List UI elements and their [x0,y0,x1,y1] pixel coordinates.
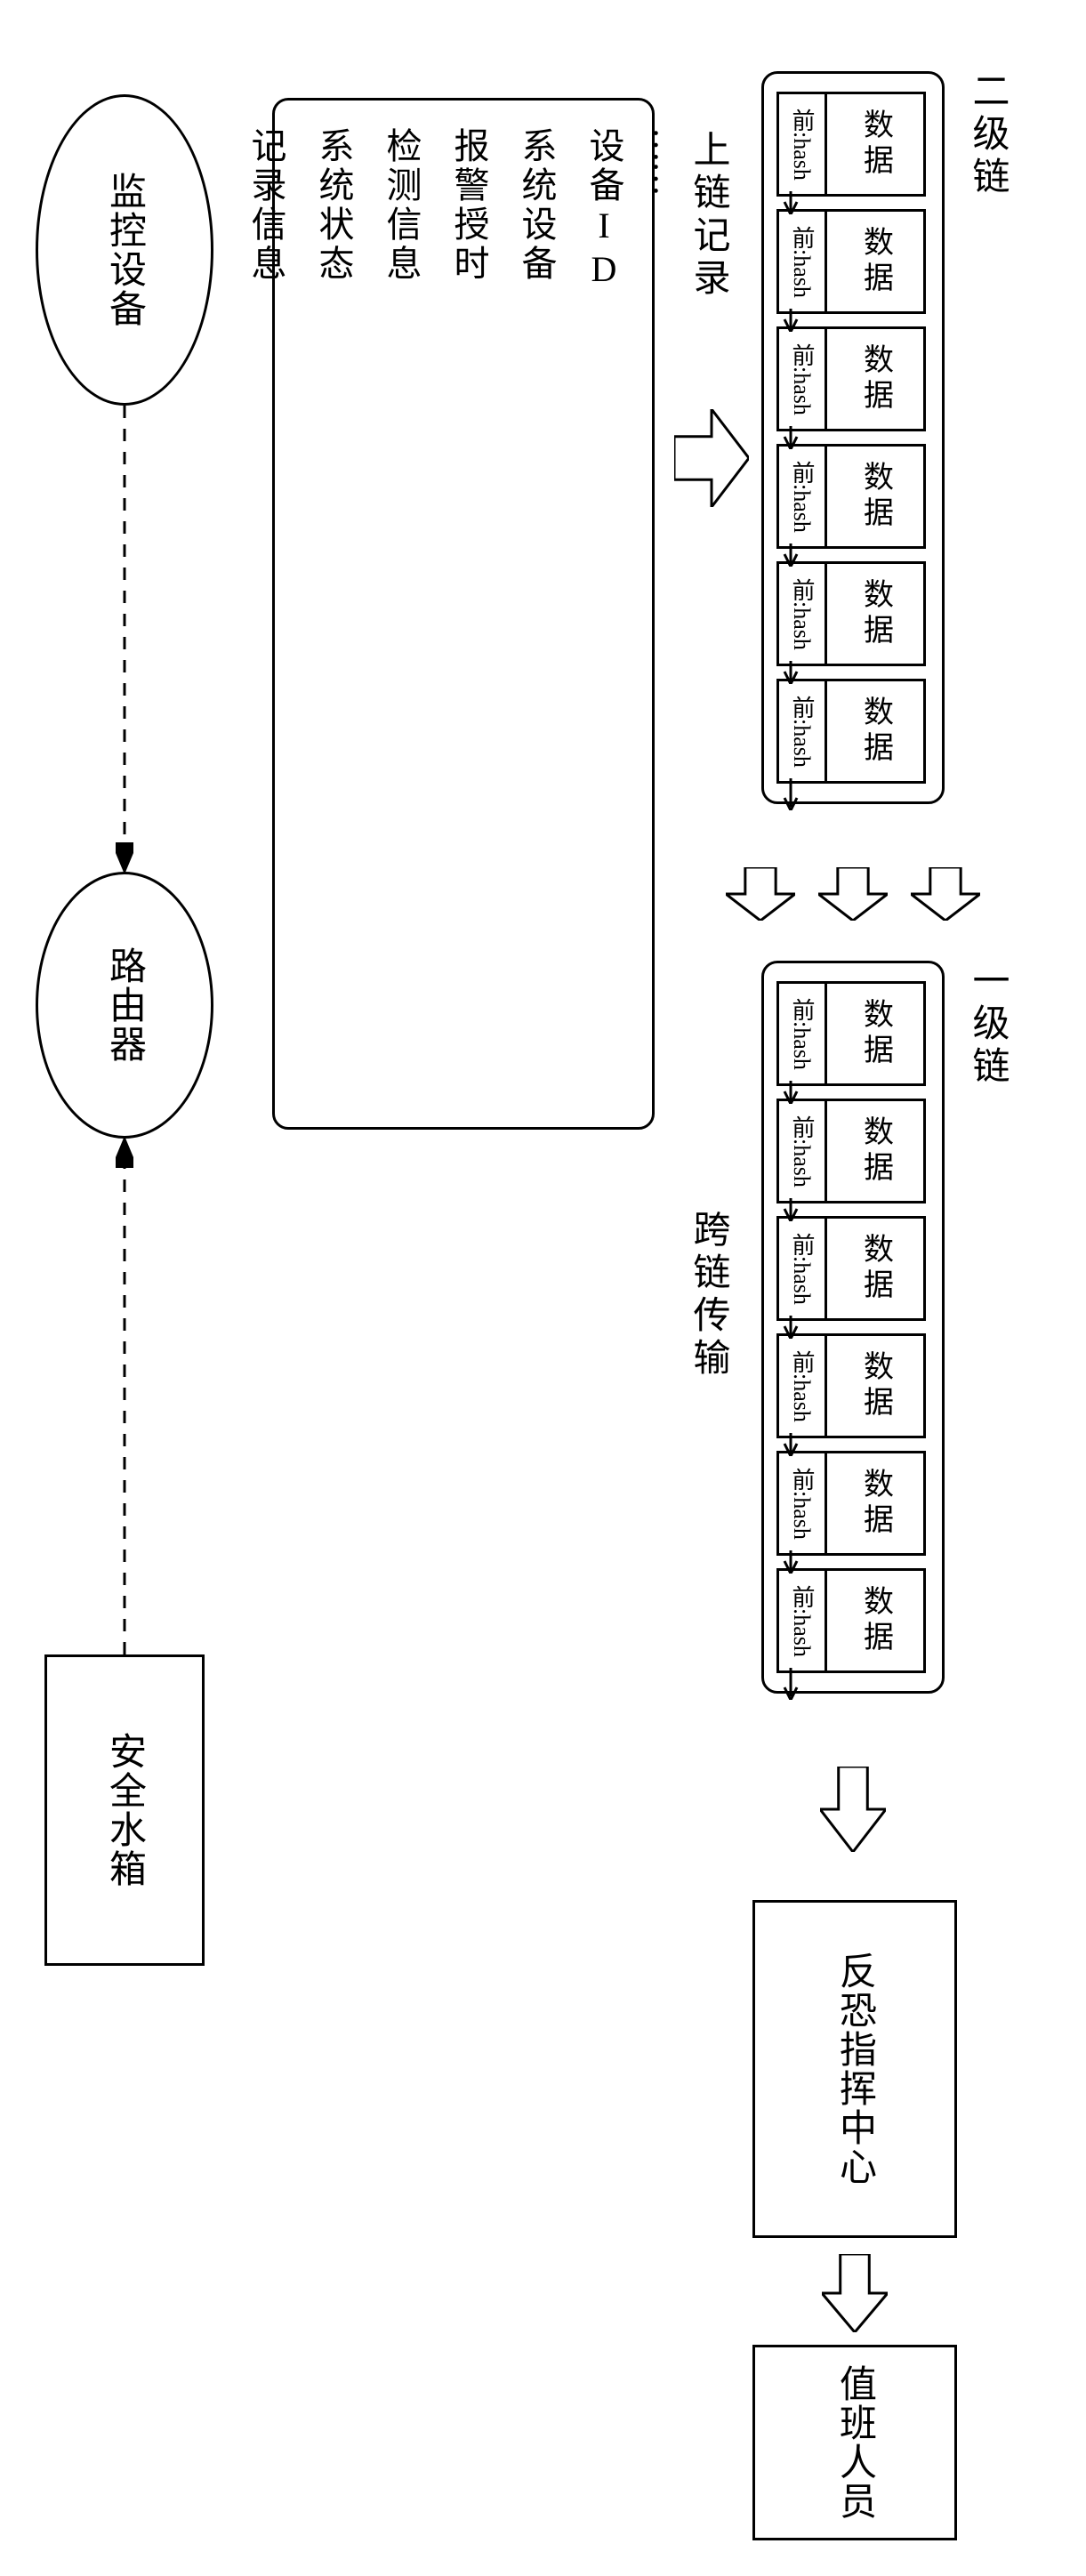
block-hash: 前:hash [779,1219,827,1318]
block-data: 数据 [827,1219,923,1318]
router-node: 路由器 [36,872,213,1139]
chain-block: 前:hash数据 [776,326,926,431]
info-item: 系统设备 [511,127,562,284]
block-data: 数据 [827,1336,923,1436]
chain-block: 前:hash数据 [776,1451,926,1556]
block-hash: 前:hash [779,329,827,429]
monitor-label: 监控设备 [98,172,152,328]
chain-block: 前:hash数据 [776,1568,926,1673]
duty-staff-label: 值班人员 [828,2364,882,2521]
info-item: 检测信息 [375,127,427,284]
block-data: 数据 [827,447,923,546]
block-hash: 前:hash [779,212,827,311]
chain-block: 前:hash数据 [776,92,926,197]
block-data: 数据 [827,1101,923,1201]
monitor-node: 监控设备 [36,94,213,406]
chain-block: 前:hash数据 [776,981,926,1086]
block-hash: 前:hash [779,447,827,546]
block-hash: 前:hash [779,984,827,1083]
command-center-label: 反恐指挥中心 [828,1952,882,2186]
chain-label-level1: 一级链 [961,961,1015,1089]
block-arrow-down [822,2254,888,2332]
router-label: 路由器 [98,946,152,1064]
command-center: 反恐指挥中心 [752,1900,957,2238]
block-data: 数据 [827,212,923,311]
block-hash: 前:hash [779,1571,827,1670]
block-hash: 前:hash [779,564,827,664]
block-arrow-down [726,867,795,921]
crosschain-label: 跨链传输 [681,1210,736,1381]
chain-block: 前:hash数据 [776,679,926,784]
block-data: 数据 [827,94,923,194]
block-data: 数据 [827,564,923,664]
info-item: 系统状态 [308,127,359,284]
block-data: 数据 [827,1453,923,1553]
block-data: 数据 [827,329,923,429]
block-arrow-down [911,867,980,921]
block-hash: 前:hash [779,1336,827,1436]
block-hash: 前:hash [779,681,827,781]
uplink-label: 上链记录 [681,130,736,301]
block-hash: 前:hash [779,1453,827,1553]
block-data: 数据 [827,1571,923,1670]
block-arrow-right [674,409,749,507]
safebox-label: 安全水箱 [98,1732,152,1888]
info-title: 记录信息 [240,127,292,284]
safebox-node: 安全水箱 [44,1654,205,1966]
info-item: 设备ID [578,127,630,293]
chain-block: 前:hash数据 [776,444,926,549]
block-arrow-down [820,1767,886,1852]
chain-block: 前:hash数据 [776,1216,926,1321]
duty-staff: 值班人员 [752,2345,957,2540]
chain-block: 前:hash数据 [776,561,926,666]
block-arrow-down [818,867,888,921]
chain-label-level2: 二级链 [961,71,1015,199]
block-hash: 前:hash [779,1101,827,1201]
info-box: 记录信息系统状态检测信息报警授时系统设备设备ID…… [272,98,655,1130]
block-hash: 前:hash [779,94,827,194]
block-data: 数据 [827,984,923,1083]
chain-block: 前:hash数据 [776,209,926,314]
block-data: 数据 [827,681,923,781]
chain-block: 前:hash数据 [776,1099,926,1203]
chain-block: 前:hash数据 [776,1333,926,1438]
info-item: 报警授时 [443,127,495,284]
